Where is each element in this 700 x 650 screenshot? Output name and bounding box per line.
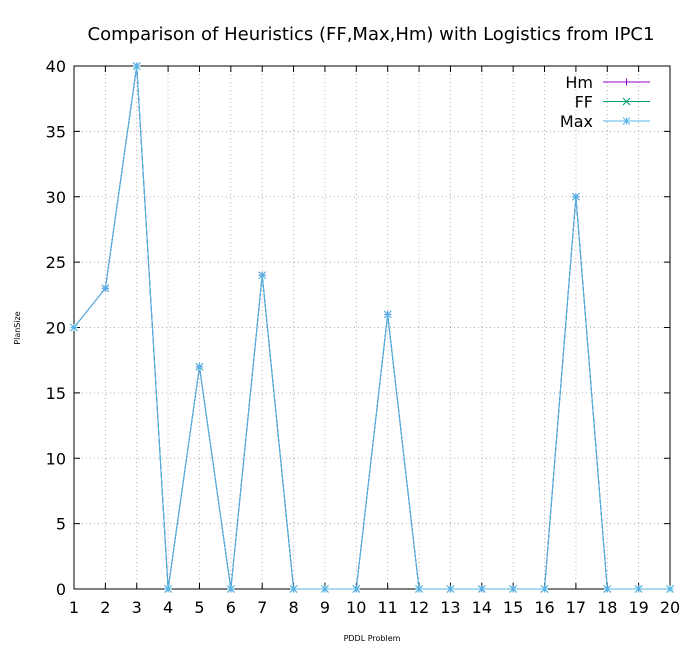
data-point-max <box>132 62 141 70</box>
x-tick-label: 3 <box>132 598 142 617</box>
y-tick-label: 0 <box>56 580 66 599</box>
data-point-max <box>195 362 204 371</box>
series-max <box>70 62 674 593</box>
y-tick-label: 30 <box>46 188 66 207</box>
y-tick-label: 25 <box>46 253 66 272</box>
data-point-max <box>258 271 267 280</box>
data-point-max <box>415 585 423 593</box>
data-point-max <box>321 585 329 593</box>
series-group <box>70 62 674 593</box>
x-axis-label: PDDL Problem <box>344 634 401 643</box>
x-tick-label: 12 <box>409 598 429 617</box>
data-point-max <box>226 585 235 593</box>
y-tick-label: 10 <box>46 449 66 468</box>
x-tick-label: 10 <box>346 598 366 617</box>
y-axis-label: PlanSize <box>13 311 22 345</box>
legend-label: Max <box>560 112 593 131</box>
legend-label: Hm <box>565 73 593 92</box>
x-tick-label: 1 <box>69 598 79 617</box>
legend-swatch-marker <box>622 97 631 106</box>
x-tick-label: 2 <box>100 598 110 617</box>
legend-swatch-marker <box>623 78 630 86</box>
x-tick-label: 6 <box>226 598 236 617</box>
series-hm <box>70 62 674 593</box>
y-tick-label: 5 <box>56 515 66 534</box>
legend-item-ff: FF <box>575 93 650 112</box>
legend-label: FF <box>575 93 593 112</box>
x-tick-label: 5 <box>194 598 204 617</box>
x-tick-label: 18 <box>597 598 617 617</box>
x-tick-label: 16 <box>534 598 554 617</box>
data-point-max <box>572 192 580 201</box>
x-tick-label: 8 <box>288 598 298 617</box>
x-tick-label: 9 <box>320 598 330 617</box>
legend-item-max: Max <box>560 112 650 131</box>
data-point-max <box>352 585 361 593</box>
x-tick-label: 4 <box>163 598 173 617</box>
data-point-max <box>477 585 486 593</box>
y-tick-label: 15 <box>46 384 66 403</box>
data-point-max <box>446 585 455 593</box>
x-tick-label: 17 <box>566 598 586 617</box>
data-point-max <box>70 323 78 332</box>
legend-item-hm: Hm <box>565 73 650 92</box>
x-tick-label: 11 <box>378 598 398 617</box>
y-tick-label: 35 <box>46 122 66 141</box>
x-tick-label: 14 <box>472 598 492 617</box>
data-point-max <box>603 585 612 593</box>
x-tick-label: 7 <box>257 598 267 617</box>
y-tick-label: 20 <box>46 319 66 338</box>
data-point-max <box>164 585 172 593</box>
chart-title: Comparison of Heuristics (FF,Max,Hm) wit… <box>88 24 655 45</box>
data-point-max <box>509 585 518 593</box>
series-line-max <box>73 65 670 590</box>
x-tick-label: 15 <box>503 598 523 617</box>
data-point-max <box>666 585 674 593</box>
data-point-max <box>289 585 298 593</box>
x-tick-label: 20 <box>660 598 680 617</box>
legend-swatch-marker <box>622 117 631 125</box>
y-tick-label: 40 <box>46 57 66 76</box>
data-point-max <box>540 585 549 593</box>
data-point-max <box>383 310 392 319</box>
x-tick-label: 13 <box>440 598 460 617</box>
series-ff <box>70 62 674 593</box>
data-point-max <box>101 284 110 293</box>
data-point-max <box>634 585 643 593</box>
x-tick-label: 19 <box>628 598 648 617</box>
